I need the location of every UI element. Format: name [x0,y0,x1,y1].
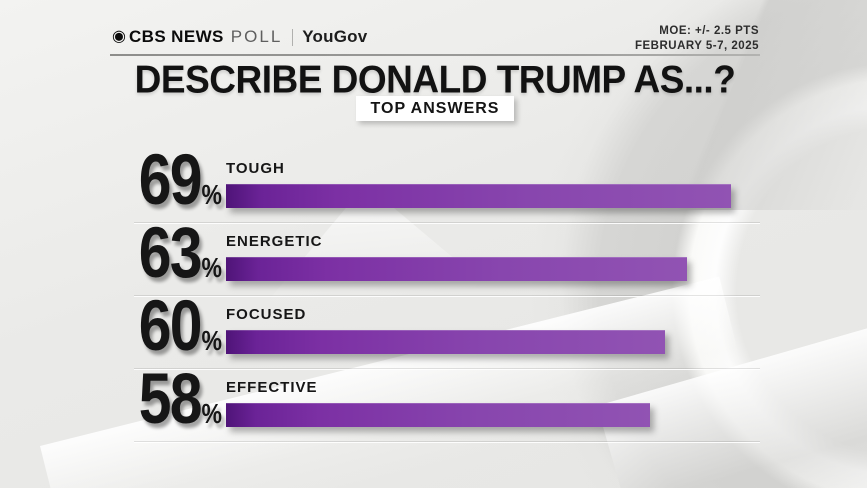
logo-partner: YouGov [302,27,368,46]
margin-of-error: MOE: +/- 2.5 PTS [659,25,759,37]
bar-rows: 69 % TOUGH 63 % ENERGETIC 60 % FOCU [130,139,760,442]
row-unit: % [201,179,222,211]
poll-meta: MOE: +/- 2.5 PTS FEBRUARY 5-7, 2025 [635,24,759,54]
chart-row: 60 % FOCUSED [130,285,760,369]
top-answers-badge: TOP ANSWERS [355,96,515,121]
value-group: 58 % [137,358,222,439]
value-group: 69 % [137,139,222,220]
bar-track [226,184,760,208]
cbs-news-poll-logo: ◉ CBS NEWS POLL YouGov [112,27,367,47]
bar-track [226,403,760,427]
row-value: 69 [138,139,203,220]
row-bar [226,184,731,208]
chart-row: 63 % ENERGETIC [130,212,760,296]
logo-divider [292,28,294,46]
chart-row: 58 % EFFECTIVE [130,358,760,442]
value-group: 60 % [137,285,222,366]
badge-wrap: TOP ANSWERS [95,96,775,121]
row-unit: % [201,398,222,430]
row-unit: % [201,252,222,284]
bar-track [226,257,760,281]
logo-network: CBS NEWS [128,27,224,46]
value-group: 63 % [137,212,222,293]
row-bar [226,330,665,354]
background-corner-wedge [587,0,867,210]
field-dates: FEBRUARY 5-7, 2025 [634,40,759,52]
header-divider-rule [110,54,760,56]
cbs-eye-icon: ◉ [112,28,126,45]
row-label: EFFECTIVE [226,379,318,396]
row-value: 63 [138,212,203,293]
bar-track [226,330,760,354]
logo-program: POLL [230,27,283,46]
row-label: FOCUSED [226,306,307,323]
row-value: 58 [138,358,203,439]
row-value: 60 [138,285,203,366]
chart-row: 69 % TOUGH [130,139,760,223]
row-unit: % [201,325,222,357]
row-bar [226,257,687,281]
row-label: TOUGH [226,160,285,177]
page-title: DESCRIBE DONALD TRUMP AS...? [134,58,736,102]
row-bar [226,403,651,427]
row-label: ENERGETIC [226,233,323,250]
